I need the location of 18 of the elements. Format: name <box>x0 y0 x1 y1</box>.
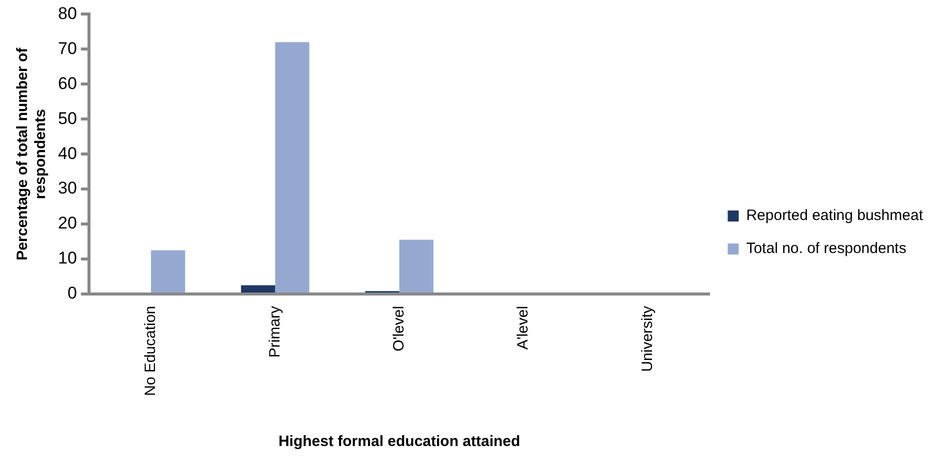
y-tick-label: 10 <box>58 248 77 268</box>
y-tick-label: 50 <box>58 108 77 128</box>
y-tick-label: 0 <box>67 284 77 303</box>
legend-label: Reported eating bushmeat <box>746 207 924 224</box>
y-tick-label: 70 <box>58 38 77 58</box>
x-tick-label: University <box>638 305 656 372</box>
x-tick-label: A'level <box>514 306 532 350</box>
y-tick-label: 80 <box>58 4 77 23</box>
y-tick-label: 40 <box>58 144 77 163</box>
y-tick-label: 60 <box>58 74 77 93</box>
y-tick-label: 30 <box>58 178 77 198</box>
legend-label: Total no. of respondents <box>746 240 906 258</box>
y-axis-title: Percentage of total number of respondents <box>14 46 50 260</box>
y-tick-label: 20 <box>58 214 77 233</box>
x-tick-label: O'level <box>390 306 408 352</box>
x-tick-label: No Education <box>142 306 160 396</box>
x-tick-label: Primary <box>266 305 284 358</box>
x-axis-title: Highest formal education attained <box>278 433 520 450</box>
